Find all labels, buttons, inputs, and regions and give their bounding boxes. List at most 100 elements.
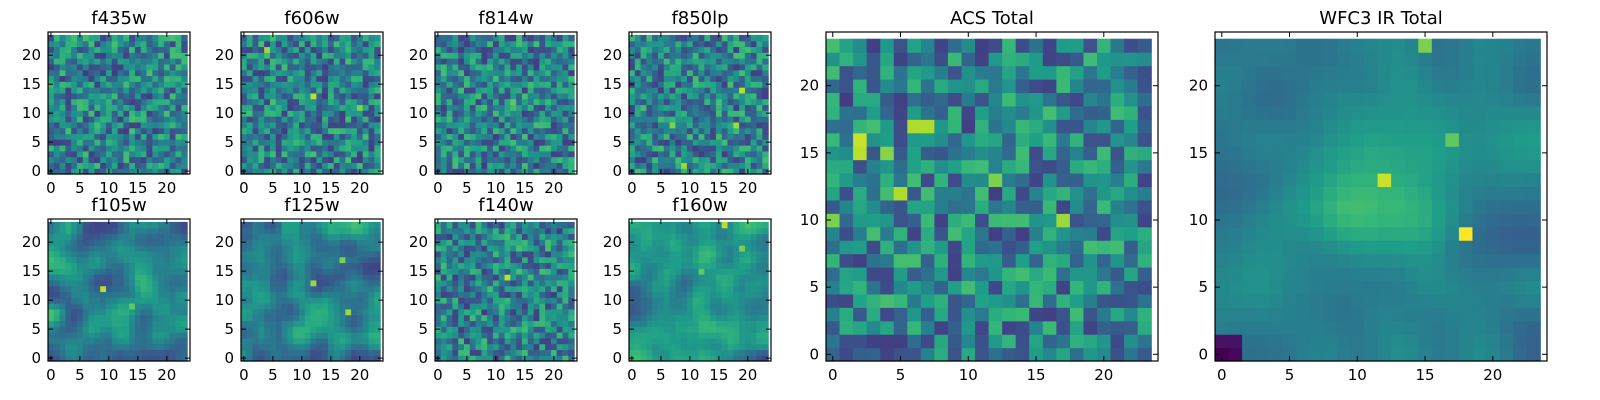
heatmap-cell (481, 326, 488, 333)
heatmap-cell (269, 303, 277, 310)
heatmap-cell (762, 274, 769, 281)
heatmap-cell (345, 168, 352, 175)
heatmap-cell (510, 256, 517, 264)
heatmap-cell (281, 337, 288, 345)
heatmap-cell (281, 87, 288, 94)
heatmap-cell (510, 297, 517, 304)
heatmap-cell (140, 221, 148, 229)
heatmap-cell (281, 221, 288, 229)
heatmap-cell (634, 69, 642, 77)
heatmap-cell (492, 349, 500, 356)
heatmap-cell (94, 285, 101, 293)
heatmap-cell (327, 104, 335, 111)
heatmap-cell (516, 320, 523, 327)
heatmap-cell (545, 87, 552, 94)
heatmap-cell (469, 127, 477, 135)
heatmap-cell (750, 98, 758, 106)
heatmap-cell (258, 262, 265, 269)
heatmap-cell (76, 81, 84, 88)
heatmap-cell (158, 256, 165, 264)
heatmap-cell (293, 104, 300, 111)
heatmap-cell (333, 121, 341, 129)
heatmap-cell (435, 221, 442, 229)
heatmap-cell (893, 347, 908, 362)
x-tick-label: 0 (239, 179, 249, 197)
heatmap-cell (463, 104, 471, 111)
heatmap-cell (181, 52, 188, 59)
heatmap-cell (351, 104, 358, 111)
heatmap-cell (327, 81, 335, 88)
heatmap-cell (117, 40, 124, 48)
y-tick-label: 15 (603, 75, 622, 93)
heatmap-cell (322, 133, 329, 140)
heatmap-cell (76, 314, 84, 322)
heatmap-cell (275, 279, 283, 287)
heatmap-cell (1097, 293, 1112, 308)
heatmap-cell (351, 349, 358, 356)
heatmap-cell (640, 285, 647, 293)
heatmap-cell (65, 34, 72, 42)
heatmap-cell (435, 256, 442, 264)
heatmap-cell (362, 279, 370, 287)
heatmap-cell (739, 156, 746, 164)
heatmap-cell (669, 145, 676, 152)
heatmap-cell (669, 233, 676, 240)
heatmap-cell (521, 139, 529, 146)
heatmap-cell (65, 349, 72, 356)
heatmap-cell (339, 291, 346, 298)
heatmap-cell (169, 139, 177, 146)
heatmap-cell (100, 104, 107, 111)
heatmap-cell (88, 121, 95, 129)
heatmap-cell (634, 63, 642, 71)
heatmap-cell (82, 127, 90, 135)
heatmap-cell (463, 46, 471, 53)
heatmap-cell (545, 274, 552, 281)
heatmap-cell (264, 320, 271, 327)
heatmap-cell (264, 291, 271, 298)
heatmap-cell (739, 303, 746, 310)
heatmap-cell (452, 332, 459, 339)
heatmap-cell (475, 233, 482, 240)
heatmap-cell (368, 332, 375, 339)
heatmap-cell (727, 104, 734, 111)
heatmap-cell (117, 343, 124, 351)
heatmap-cell (146, 349, 153, 356)
heatmap-cell (322, 233, 329, 240)
heatmap-cell (345, 116, 352, 123)
heatmap-cell (458, 326, 465, 333)
heatmap-cell (88, 332, 95, 339)
heatmap-cell (739, 326, 746, 333)
heatmap-cell (498, 239, 506, 246)
heatmap-cell (374, 104, 381, 111)
heatmap-cell (333, 250, 341, 258)
heatmap-cell (527, 162, 535, 169)
heatmap-cell (634, 145, 642, 152)
heatmap-cell (362, 156, 370, 164)
heatmap-cell (123, 308, 130, 316)
heatmap-cell (71, 52, 78, 59)
heatmap-cell (698, 34, 705, 42)
heatmap-cell (652, 268, 659, 275)
heatmap-cell (640, 303, 647, 310)
y-tick-label: 0 (31, 162, 41, 180)
heatmap-cell (452, 303, 459, 310)
heatmap-cell (304, 98, 312, 106)
heatmap-cell (440, 139, 448, 146)
heatmap-cell (715, 127, 723, 135)
heatmap-cell (527, 314, 535, 322)
heatmap-cell (721, 92, 729, 100)
heatmap-cell (322, 285, 329, 293)
heatmap-cell (100, 262, 107, 269)
heatmap-cell (293, 355, 300, 362)
heatmap-cell (504, 221, 511, 229)
heatmap-cell (756, 303, 763, 310)
heatmap-cell (446, 343, 453, 351)
heatmap-cell (258, 314, 265, 322)
heatmap-cell (339, 156, 346, 164)
heatmap-cell (169, 69, 177, 77)
heatmap-cell (269, 133, 277, 140)
heatmap-cell (111, 162, 119, 169)
heatmap-cell (111, 92, 119, 100)
heatmap-cell (556, 40, 564, 48)
